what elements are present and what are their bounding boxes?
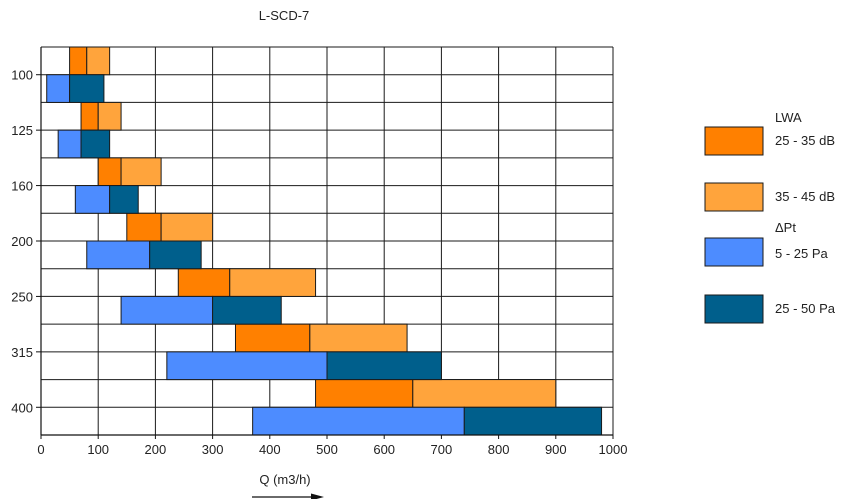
legend-label: 25 - 35 dB: [775, 133, 835, 148]
bar: [160, 212, 214, 242]
x-tick-label: 100: [87, 442, 109, 457]
bar: [234, 323, 311, 353]
bar: [126, 212, 162, 242]
legend-heading: LWA: [775, 110, 802, 125]
y-tick-label: 160: [11, 179, 33, 194]
x-direction-arrow-icon: [252, 493, 324, 501]
x-tick-label: 300: [202, 442, 224, 457]
x-tick-label: 900: [545, 442, 567, 457]
x-tick-label: 0: [37, 442, 44, 457]
legend: LWA ΔPt 25 - 35 dB 35 - 45 dB 5 - 25 Pa 25 - …: [704, 110, 836, 324]
legend-label: 35 - 45 dB: [775, 189, 835, 204]
bar: [57, 129, 82, 159]
x-tick-label: 400: [259, 442, 281, 457]
bar: [46, 74, 71, 103]
bar: [229, 268, 317, 297]
y-tick-label: 200: [11, 234, 33, 249]
y-tick-label: 125: [11, 123, 33, 138]
bar: [166, 351, 328, 381]
legend-label: 5 - 25 Pa: [775, 246, 829, 261]
legend-swatch: [704, 294, 764, 324]
legend-label: 25 - 50 Pa: [775, 301, 836, 316]
bar: [212, 295, 282, 325]
bar: [326, 351, 442, 381]
y-tick-label: 250: [11, 289, 33, 304]
x-tick-label: 1000: [599, 442, 628, 457]
bar: [69, 74, 105, 103]
bar: [97, 101, 122, 131]
bar: [80, 129, 111, 159]
legend-swatch: [704, 237, 764, 267]
bar: [109, 185, 139, 214]
legend-swatch: [704, 126, 764, 156]
bar: [80, 101, 99, 131]
bar: [69, 46, 88, 76]
x-tick-label: 700: [431, 442, 453, 457]
y-tick-label: 400: [11, 400, 33, 415]
bar: [252, 406, 465, 436]
x-tick-label: 500: [316, 442, 338, 457]
legend-swatch: [704, 182, 764, 212]
chart-title: L-SCD-7: [259, 8, 310, 23]
x-tick-label: 800: [488, 442, 510, 457]
bar: [86, 46, 111, 76]
legend-heading: ΔPt: [775, 220, 796, 235]
bar: [86, 240, 151, 270]
bar: [97, 157, 122, 187]
axes: 0 100 200 300 400 500 600 700 800 900 1000 100 125 16…: [11, 47, 627, 457]
bar: [120, 157, 162, 187]
bar: [120, 295, 214, 325]
x-tick-label: 600: [373, 442, 395, 457]
x-axis-label: Q (m3/h): [259, 472, 310, 487]
y-tick-label: 315: [11, 345, 33, 360]
x-tick-label: 200: [145, 442, 167, 457]
bar: [309, 323, 408, 353]
bar: [74, 185, 111, 214]
bar: [315, 379, 414, 408]
bar: [177, 268, 231, 297]
bar: [463, 406, 603, 436]
y-tick-label: 100: [11, 68, 33, 83]
bar: [149, 240, 202, 270]
bar: [412, 379, 557, 408]
